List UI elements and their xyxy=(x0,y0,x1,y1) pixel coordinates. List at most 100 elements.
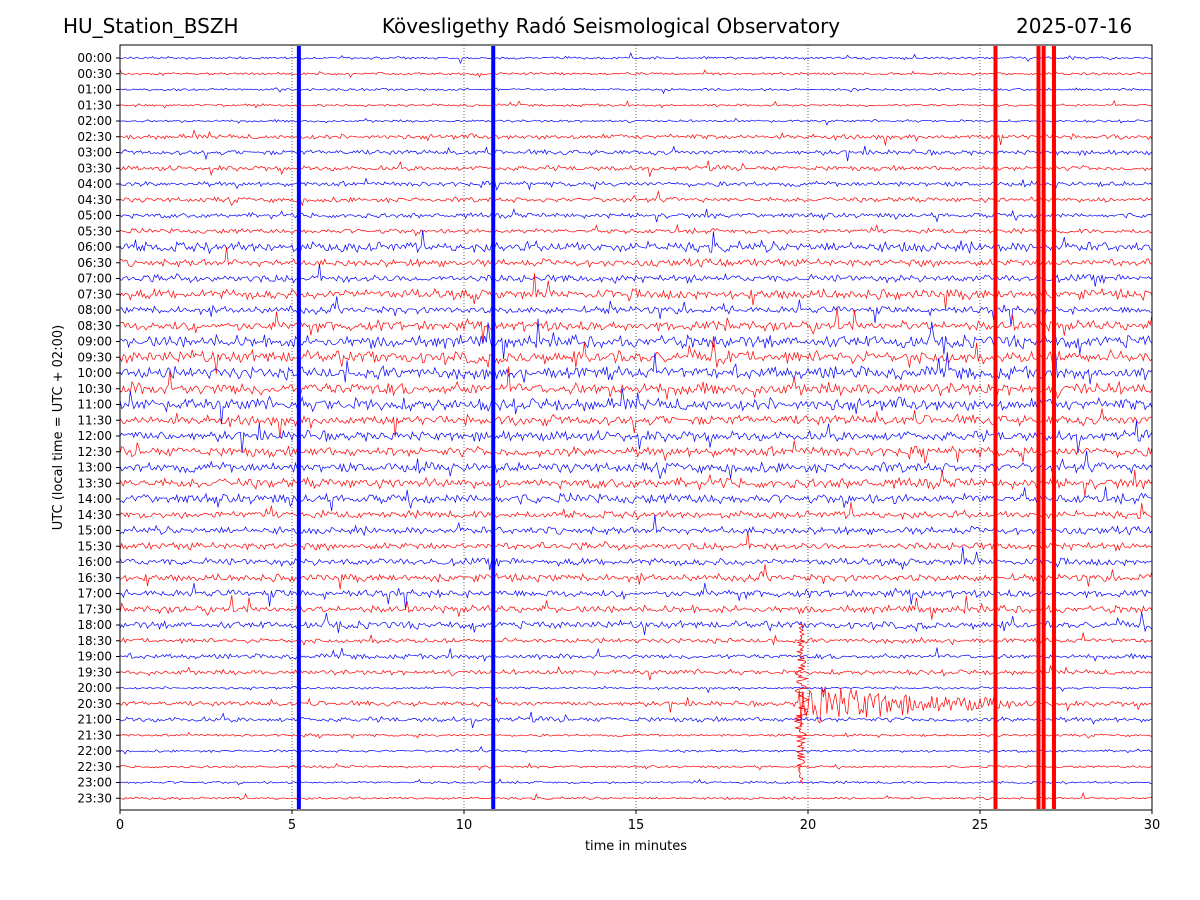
row-label: 09:00 xyxy=(77,335,112,349)
trace-2330 xyxy=(119,791,1153,801)
row-label: 23:30 xyxy=(77,791,112,805)
row-label: 07:00 xyxy=(77,272,112,286)
row-label: 16:00 xyxy=(77,555,112,569)
row-label: 12:30 xyxy=(77,445,112,459)
row-label: 11:30 xyxy=(77,413,112,427)
trace-0630 xyxy=(119,246,1153,268)
trace-1930 xyxy=(119,664,1153,681)
x-tick-label: 10 xyxy=(456,818,473,833)
trace-2230 xyxy=(119,762,1153,771)
trace-0530 xyxy=(119,223,1153,237)
row-label: 14:30 xyxy=(77,508,112,522)
trace-1200 xyxy=(119,420,1153,454)
trace-1830 xyxy=(119,632,1153,646)
row-label: 18:30 xyxy=(77,634,112,648)
station-name: HU_Station_BSZH xyxy=(63,14,239,38)
trace-0230 xyxy=(119,129,1153,146)
trace-1330 xyxy=(119,470,1153,497)
row-label: 04:00 xyxy=(77,177,112,191)
trace-0830 xyxy=(119,307,1153,341)
row-label: 02:00 xyxy=(77,114,112,128)
row-label: 19:30 xyxy=(77,665,112,679)
row-label: 13:30 xyxy=(77,476,112,490)
row-label: 15:30 xyxy=(77,539,112,553)
trace-1700 xyxy=(119,582,1153,610)
trace-0900 xyxy=(119,318,1153,360)
row-label: 03:30 xyxy=(77,161,112,175)
trace-0100 xyxy=(119,87,1153,95)
row-label: 19:00 xyxy=(77,650,112,664)
row-label: 07:30 xyxy=(77,287,112,301)
trace-1400 xyxy=(119,486,1153,512)
trace-1800 xyxy=(119,612,1153,635)
row-label: 08:00 xyxy=(77,303,112,317)
row-label: 16:30 xyxy=(77,571,112,585)
trace-0330 xyxy=(119,160,1153,177)
row-label: 18:00 xyxy=(77,618,112,632)
row-label: 13:00 xyxy=(77,461,112,475)
row-label: 22:00 xyxy=(77,744,112,758)
x-tick-label: 0 xyxy=(116,818,124,833)
row-label: 08:30 xyxy=(77,319,112,333)
trace-0800 xyxy=(119,296,1153,327)
row-label: 17:00 xyxy=(77,587,112,601)
row-label: 00:30 xyxy=(77,67,112,81)
trace-0130 xyxy=(120,99,1153,109)
trace-0930 xyxy=(119,336,1153,374)
row-label: 15:00 xyxy=(77,524,112,538)
x-tick-label: 25 xyxy=(972,818,989,833)
trace-2200 xyxy=(119,746,1153,755)
row-label: 03:00 xyxy=(77,146,112,160)
row-label: 01:30 xyxy=(77,98,112,112)
trace-0430 xyxy=(119,190,1153,207)
trace-0400 xyxy=(119,177,1153,191)
row-label: 04:30 xyxy=(77,193,112,207)
trace-1530 xyxy=(119,531,1153,552)
row-label: 23:00 xyxy=(77,776,112,790)
trace-1730 xyxy=(119,595,1153,620)
trace-1900 xyxy=(119,647,1153,663)
trace-2000 xyxy=(119,685,1153,694)
row-label: 06:30 xyxy=(77,256,112,270)
row-label: 00:00 xyxy=(77,51,112,65)
row-label: 01:00 xyxy=(77,83,112,97)
row-label: 06:00 xyxy=(77,240,112,254)
trace-0030 xyxy=(119,69,1153,78)
row-label: 10:30 xyxy=(77,382,112,396)
row-label: 05:30 xyxy=(77,224,112,238)
row-label: 22:30 xyxy=(77,760,112,774)
trace-0500 xyxy=(119,208,1153,223)
earthquake-signal xyxy=(793,623,810,784)
x-tick-label: 15 xyxy=(628,818,645,833)
trace-0730 xyxy=(119,273,1153,310)
trace-1630 xyxy=(119,564,1153,590)
trace-0200 xyxy=(119,117,1153,126)
trace-1130 xyxy=(119,408,1153,438)
y-axis-label: UTC (local time = UTC + 02:00) xyxy=(51,325,66,530)
trace-2100 xyxy=(119,711,1153,729)
trace-2300 xyxy=(119,778,1153,786)
trace-0300 xyxy=(119,145,1153,162)
row-label: 11:00 xyxy=(77,398,112,412)
row-label: 14:00 xyxy=(77,492,112,506)
trace-1300 xyxy=(119,450,1153,479)
chart-title: Kövesligethy Radó Seismological Observat… xyxy=(381,14,841,38)
row-label: 02:30 xyxy=(77,130,112,144)
x-tick-label: 5 xyxy=(288,818,296,833)
trace-1030 xyxy=(119,366,1153,400)
trace-1500 xyxy=(119,514,1153,537)
trace-2130 xyxy=(119,731,1153,739)
row-label: 17:30 xyxy=(77,602,112,616)
row-label: 20:00 xyxy=(77,681,112,695)
row-label: 21:00 xyxy=(77,713,112,727)
trace-1600 xyxy=(119,546,1153,571)
trace-1100 xyxy=(119,388,1153,425)
row-label: 09:30 xyxy=(77,350,112,364)
trace-1430 xyxy=(119,502,1153,521)
row-label: 10:00 xyxy=(77,366,112,380)
trace-0000 xyxy=(119,52,1153,65)
trace-1000 xyxy=(119,352,1153,385)
row-label: 20:30 xyxy=(77,697,112,711)
